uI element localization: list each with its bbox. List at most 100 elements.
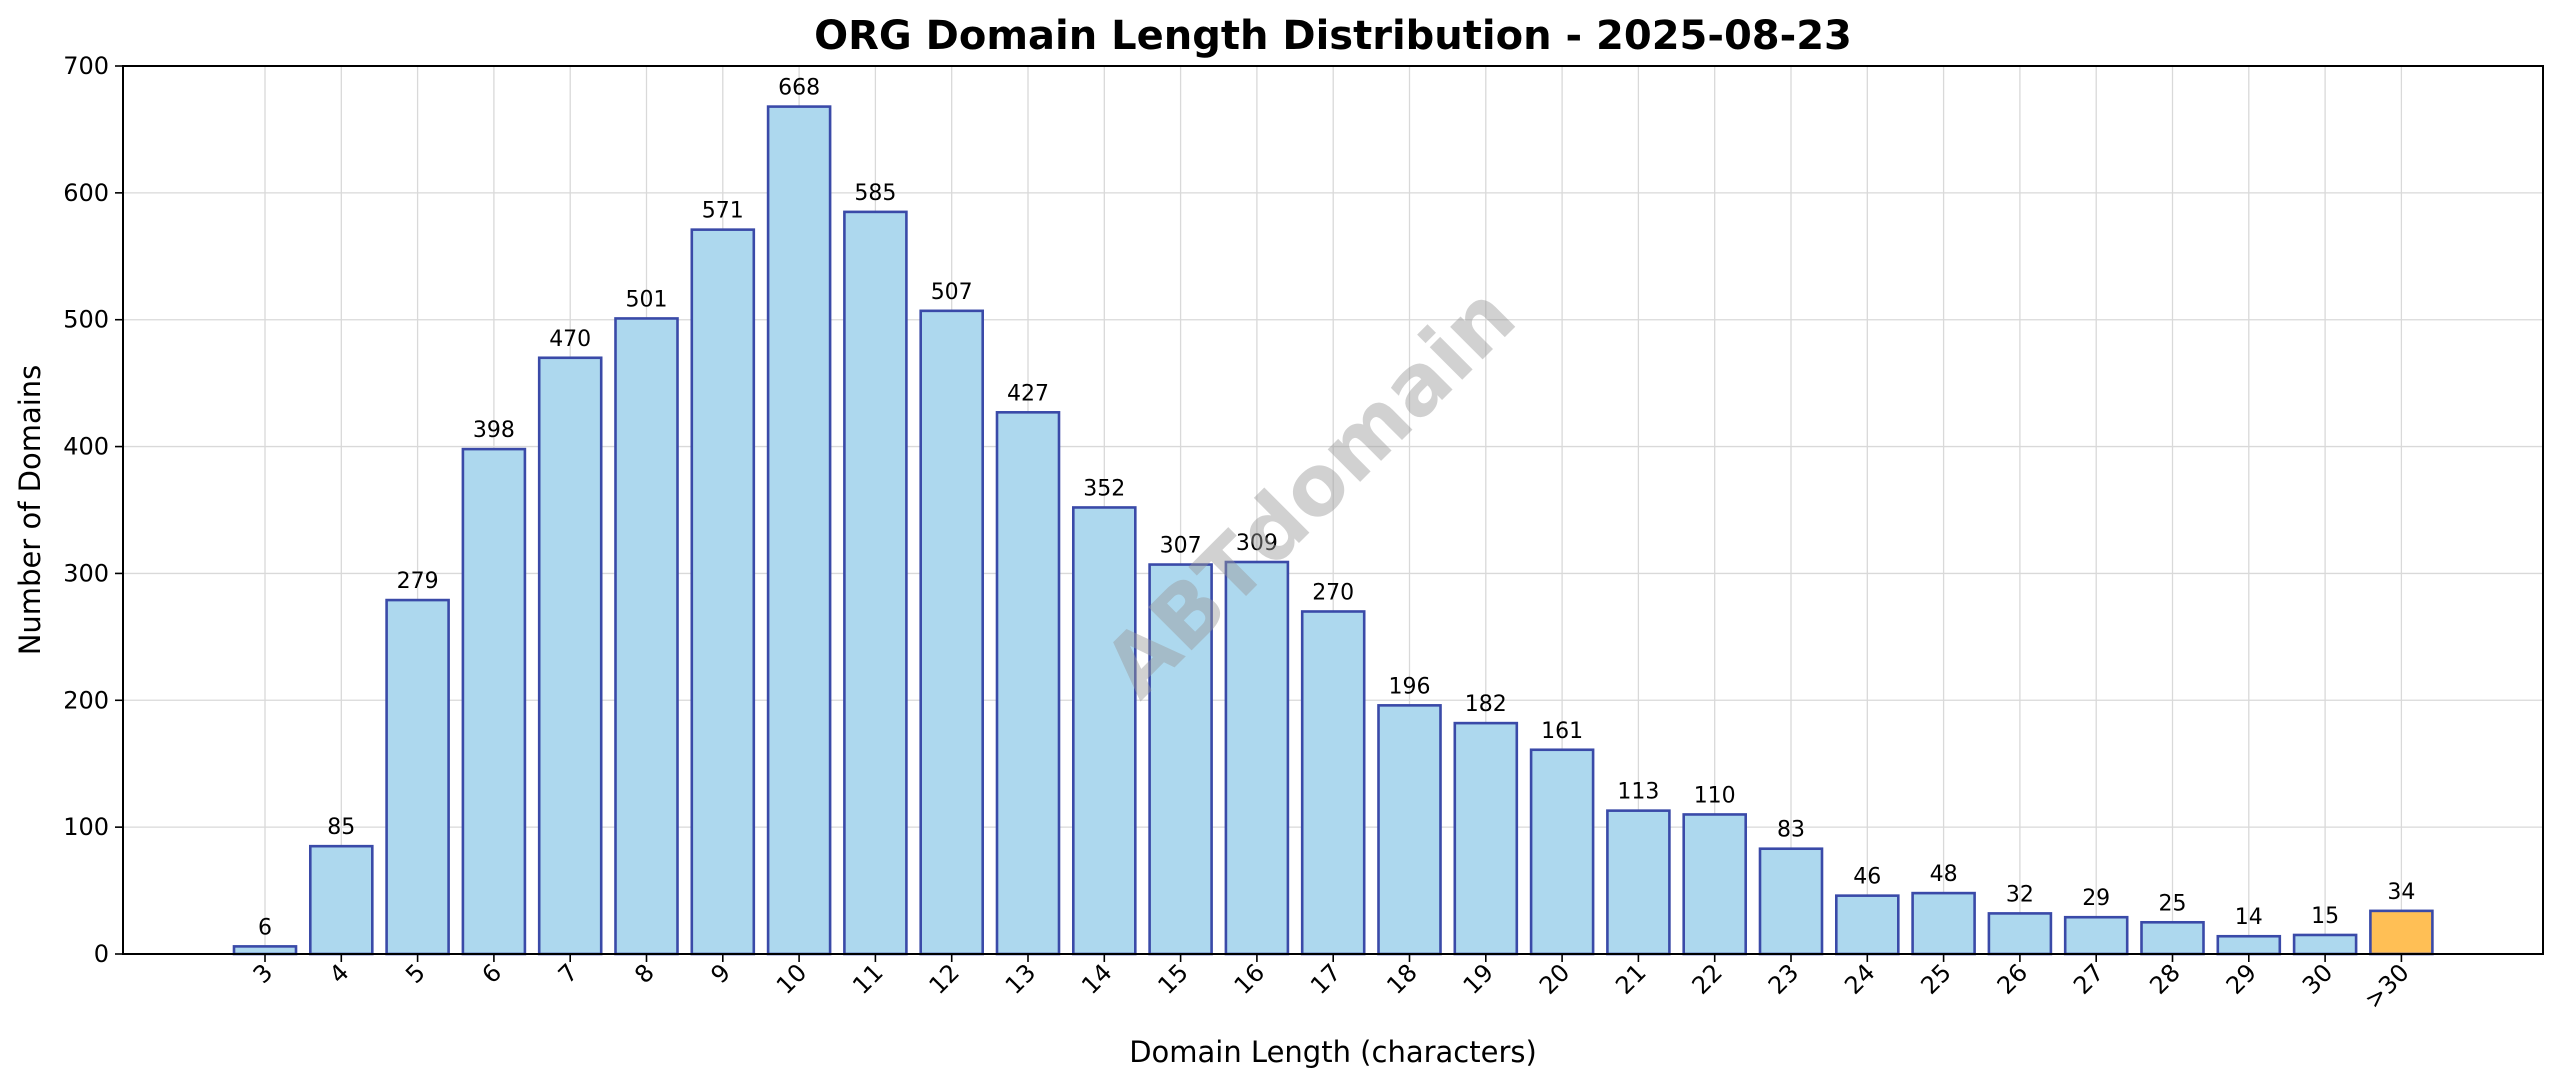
value-label: 83 <box>1777 818 1805 843</box>
x-tick-label: 10 <box>771 958 812 999</box>
value-label: 279 <box>397 569 439 594</box>
value-label: 571 <box>702 199 744 224</box>
value-label: 34 <box>2387 880 2415 905</box>
value-label: 307 <box>1160 534 1202 559</box>
chart-title: ORG Domain Length Distribution - 2025-08… <box>814 13 1852 59</box>
value-label: 501 <box>626 287 668 312</box>
x-tick-label: 11 <box>847 958 888 999</box>
y-tick-label: 600 <box>63 179 109 207</box>
y-axis-label: Number of Domains <box>13 365 47 656</box>
value-label: 352 <box>1083 476 1125 501</box>
value-label: 470 <box>549 327 591 352</box>
bar-20 <box>1529 748 1595 956</box>
value-label: 32 <box>2006 882 2034 907</box>
value-label: 182 <box>1465 692 1507 717</box>
bar-6 <box>461 447 527 956</box>
value-label: 25 <box>2159 891 2187 916</box>
y-tick-label: 500 <box>63 306 109 334</box>
value-labels: 6 85 279 398 470 501 571 668 585 507 427 352 307 309 2… <box>258 76 2415 941</box>
bar-8 <box>614 317 679 956</box>
y-tick-label: 0 <box>94 940 109 968</box>
x-tick-label: 5 <box>400 958 431 989</box>
bar-11 <box>843 210 908 956</box>
bar-22 <box>1682 813 1747 956</box>
y-tick-label: 400 <box>63 433 109 461</box>
bar-4 <box>308 844 374 956</box>
bar-25 <box>1911 891 1976 956</box>
bar-23 <box>1758 847 1824 956</box>
value-label: 196 <box>1389 674 1431 699</box>
bar-26 <box>1987 912 2053 956</box>
value-label: 161 <box>1541 719 1583 744</box>
bar-24 <box>1835 894 1900 956</box>
value-label: 29 <box>2082 886 2110 911</box>
bar-12 <box>919 309 985 956</box>
x-tick-label: 14 <box>1076 958 1117 999</box>
x-tick-label: 4 <box>324 958 355 989</box>
bar-27 <box>2063 915 2129 956</box>
bar-17 <box>1300 610 1366 956</box>
bar-18 <box>1377 704 1442 956</box>
y-tick-label: 700 <box>63 52 109 80</box>
value-label: 398 <box>473 418 515 443</box>
bar-14 <box>1072 506 1137 956</box>
y-tick-label: 200 <box>63 686 109 714</box>
bar-15 <box>1148 563 1213 956</box>
x-tick-label: 23 <box>1763 958 1804 999</box>
x-tick-label: 29 <box>2221 958 2262 999</box>
value-label: 14 <box>2235 905 2263 930</box>
x-tick-label: 6 <box>477 958 508 989</box>
bar-30 <box>2292 933 2358 956</box>
x-axis-label: Domain Length (characters) <box>1129 1035 1537 1069</box>
x-tick-label: 28 <box>2144 958 2185 999</box>
bars <box>232 105 2434 956</box>
x-tick-label: 26 <box>1992 958 2033 999</box>
x-tick-label: 16 <box>1229 958 1270 999</box>
x-tick-label: 24 <box>1839 958 1880 999</box>
x-tick-label: 25 <box>1915 958 1956 999</box>
x-tick-label: 22 <box>1687 958 1728 999</box>
bar-28 <box>2140 920 2205 956</box>
value-label: 113 <box>1617 780 1659 805</box>
value-label: 110 <box>1694 783 1736 808</box>
x-tick-label: >30 <box>2359 958 2415 1014</box>
bar-16 <box>1224 560 1290 956</box>
x-tick-label: 19 <box>1458 958 1499 999</box>
bar-7 <box>537 356 603 956</box>
bar-5 <box>385 598 450 956</box>
x-tick-label: 8 <box>629 958 660 989</box>
bar-gt30 <box>2369 909 2434 956</box>
value-label: 668 <box>778 76 820 101</box>
value-label: 507 <box>931 280 973 305</box>
bar-10 <box>766 105 832 956</box>
x-tick-label: 30 <box>2297 958 2338 999</box>
y-tick-label: 100 <box>63 813 109 841</box>
x-tick-label: 3 <box>248 958 279 989</box>
value-label: 15 <box>2311 904 2339 929</box>
x-tick-label: 21 <box>1610 958 1651 999</box>
x-tick-label: 15 <box>1152 958 1193 999</box>
y-axis-ticks: 0 100 200 300 400 500 600 700 <box>63 52 123 968</box>
x-axis-ticks: 3 4 5 6 7 8 9 10 11 12 13 14 15 16 17 18 19 20 21 22 23 24 25 2… <box>248 954 2415 1014</box>
value-label: 270 <box>1312 580 1354 605</box>
value-label: 48 <box>1930 862 1958 887</box>
value-label: 585 <box>854 181 896 206</box>
value-label: 309 <box>1236 531 1278 556</box>
x-tick-label: 13 <box>1000 958 1041 999</box>
bar-19 <box>1453 721 1519 956</box>
x-tick-label: 7 <box>553 958 584 989</box>
bar-3 <box>232 945 298 956</box>
x-tick-label: 17 <box>1305 958 1346 999</box>
value-label: 6 <box>258 915 272 940</box>
y-tick-label: 300 <box>63 559 109 587</box>
bar-13 <box>995 411 1061 956</box>
bar-29 <box>2216 934 2282 956</box>
bar-21 <box>1606 809 1671 956</box>
x-tick-label: 9 <box>705 958 736 989</box>
value-label: 85 <box>327 815 355 840</box>
x-tick-label: 27 <box>2068 958 2109 999</box>
value-label: 46 <box>1853 865 1881 890</box>
x-tick-label: 12 <box>924 958 965 999</box>
x-tick-label: 18 <box>1381 958 1422 999</box>
